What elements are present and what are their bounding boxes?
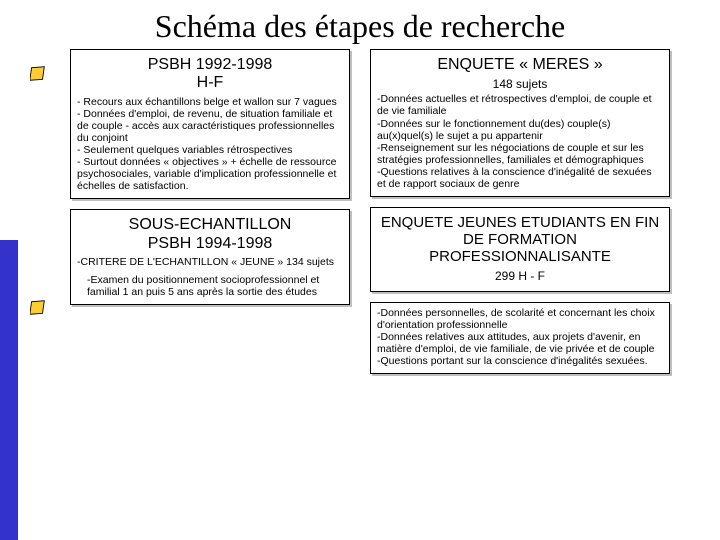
left-column: PSBH 1992-1998 H-F - Recours aux échanti… xyxy=(70,49,350,374)
jeunes-line: -Données relatives aux attitudes, aux pr… xyxy=(377,331,663,355)
box-jeunes-sub: 299 H - F xyxy=(377,269,663,285)
diagram-container: PSBH 1992-1998 H-F - Recours aux échanti… xyxy=(0,49,720,374)
sous-line: -Examen du positionnement socioprofessio… xyxy=(87,274,343,298)
box-meres-sub: 148 sujets xyxy=(377,77,663,93)
meres-line: -Données sur le fonctionnement du(des) c… xyxy=(377,118,663,142)
psbh-line: - Données d'emploi, de revenu, de situat… xyxy=(77,108,343,144)
box-psbh-body: - Recours aux échantillons belge et wall… xyxy=(77,96,343,193)
box-psbh: PSBH 1992-1998 H-F - Recours aux échanti… xyxy=(70,49,350,199)
box-jeunes: ENQUETE JEUNES ETUDIANTS EN FIN DE FORMA… xyxy=(370,207,670,292)
box-jeunes-header: ENQUETE JEUNES ETUDIANTS EN FIN DE FORMA… xyxy=(377,212,663,269)
jeunes-line: -Données personnelles, de scolarité et c… xyxy=(377,307,663,331)
box-meres: ENQUETE « MERES » 148 sujets -Données ac… xyxy=(370,49,670,197)
box-meres-body: -Données actuelles et rétrospectives d'e… xyxy=(377,93,663,190)
right-column: ENQUETE « MERES » 148 sujets -Données ac… xyxy=(370,49,670,374)
psbh-line: - Surtout données « objectives » + échel… xyxy=(77,156,343,192)
psbh-line: - Recours aux échantillons belge et wall… xyxy=(77,96,343,108)
box-sous-sub: -CRITERE DE L'ECHANTILLON « JEUNE » 134 … xyxy=(77,256,343,268)
slide-sidebar-tab xyxy=(0,240,18,540)
box-sous-header-line2: PSBH 1994-1998 xyxy=(148,235,273,252)
box-jeunes-body-box: -Données personnelles, de scolarité et c… xyxy=(370,302,670,374)
box-sous-body: -Examen du positionnement socioprofessio… xyxy=(87,268,343,298)
slide-bullet-icon xyxy=(30,66,48,84)
box-sous-header-line1: SOUS-ECHANTILLON xyxy=(129,216,292,233)
box-meres-header: ENQUETE « MERES » xyxy=(377,54,663,77)
box-psbh-header: PSBH 1992-1998 H-F xyxy=(77,54,343,96)
box-sous-header: SOUS-ECHANTILLON PSBH 1994-1998 xyxy=(77,214,343,256)
box-psbh-header-line2: H-F xyxy=(197,74,224,91)
meres-line: -Questions relatives à la conscience d'i… xyxy=(377,166,663,190)
psbh-line: - Seulement quelques variables rétrospec… xyxy=(77,144,343,156)
page-title: Schéma des étapes de recherche xyxy=(0,0,720,49)
meres-line: -Données actuelles et rétrospectives d'e… xyxy=(377,93,663,117)
box-sous-echantillon: SOUS-ECHANTILLON PSBH 1994-1998 -CRITERE… xyxy=(70,209,350,305)
box-jeunes-body: -Données personnelles, de scolarité et c… xyxy=(377,307,663,367)
slide-bullet-icon xyxy=(30,300,48,318)
box-psbh-header-line1: PSBH 1992-1998 xyxy=(148,56,273,73)
jeunes-line: -Questions portant sur la conscience d'i… xyxy=(377,355,663,367)
meres-line: -Renseignement sur les négociations de c… xyxy=(377,142,663,166)
